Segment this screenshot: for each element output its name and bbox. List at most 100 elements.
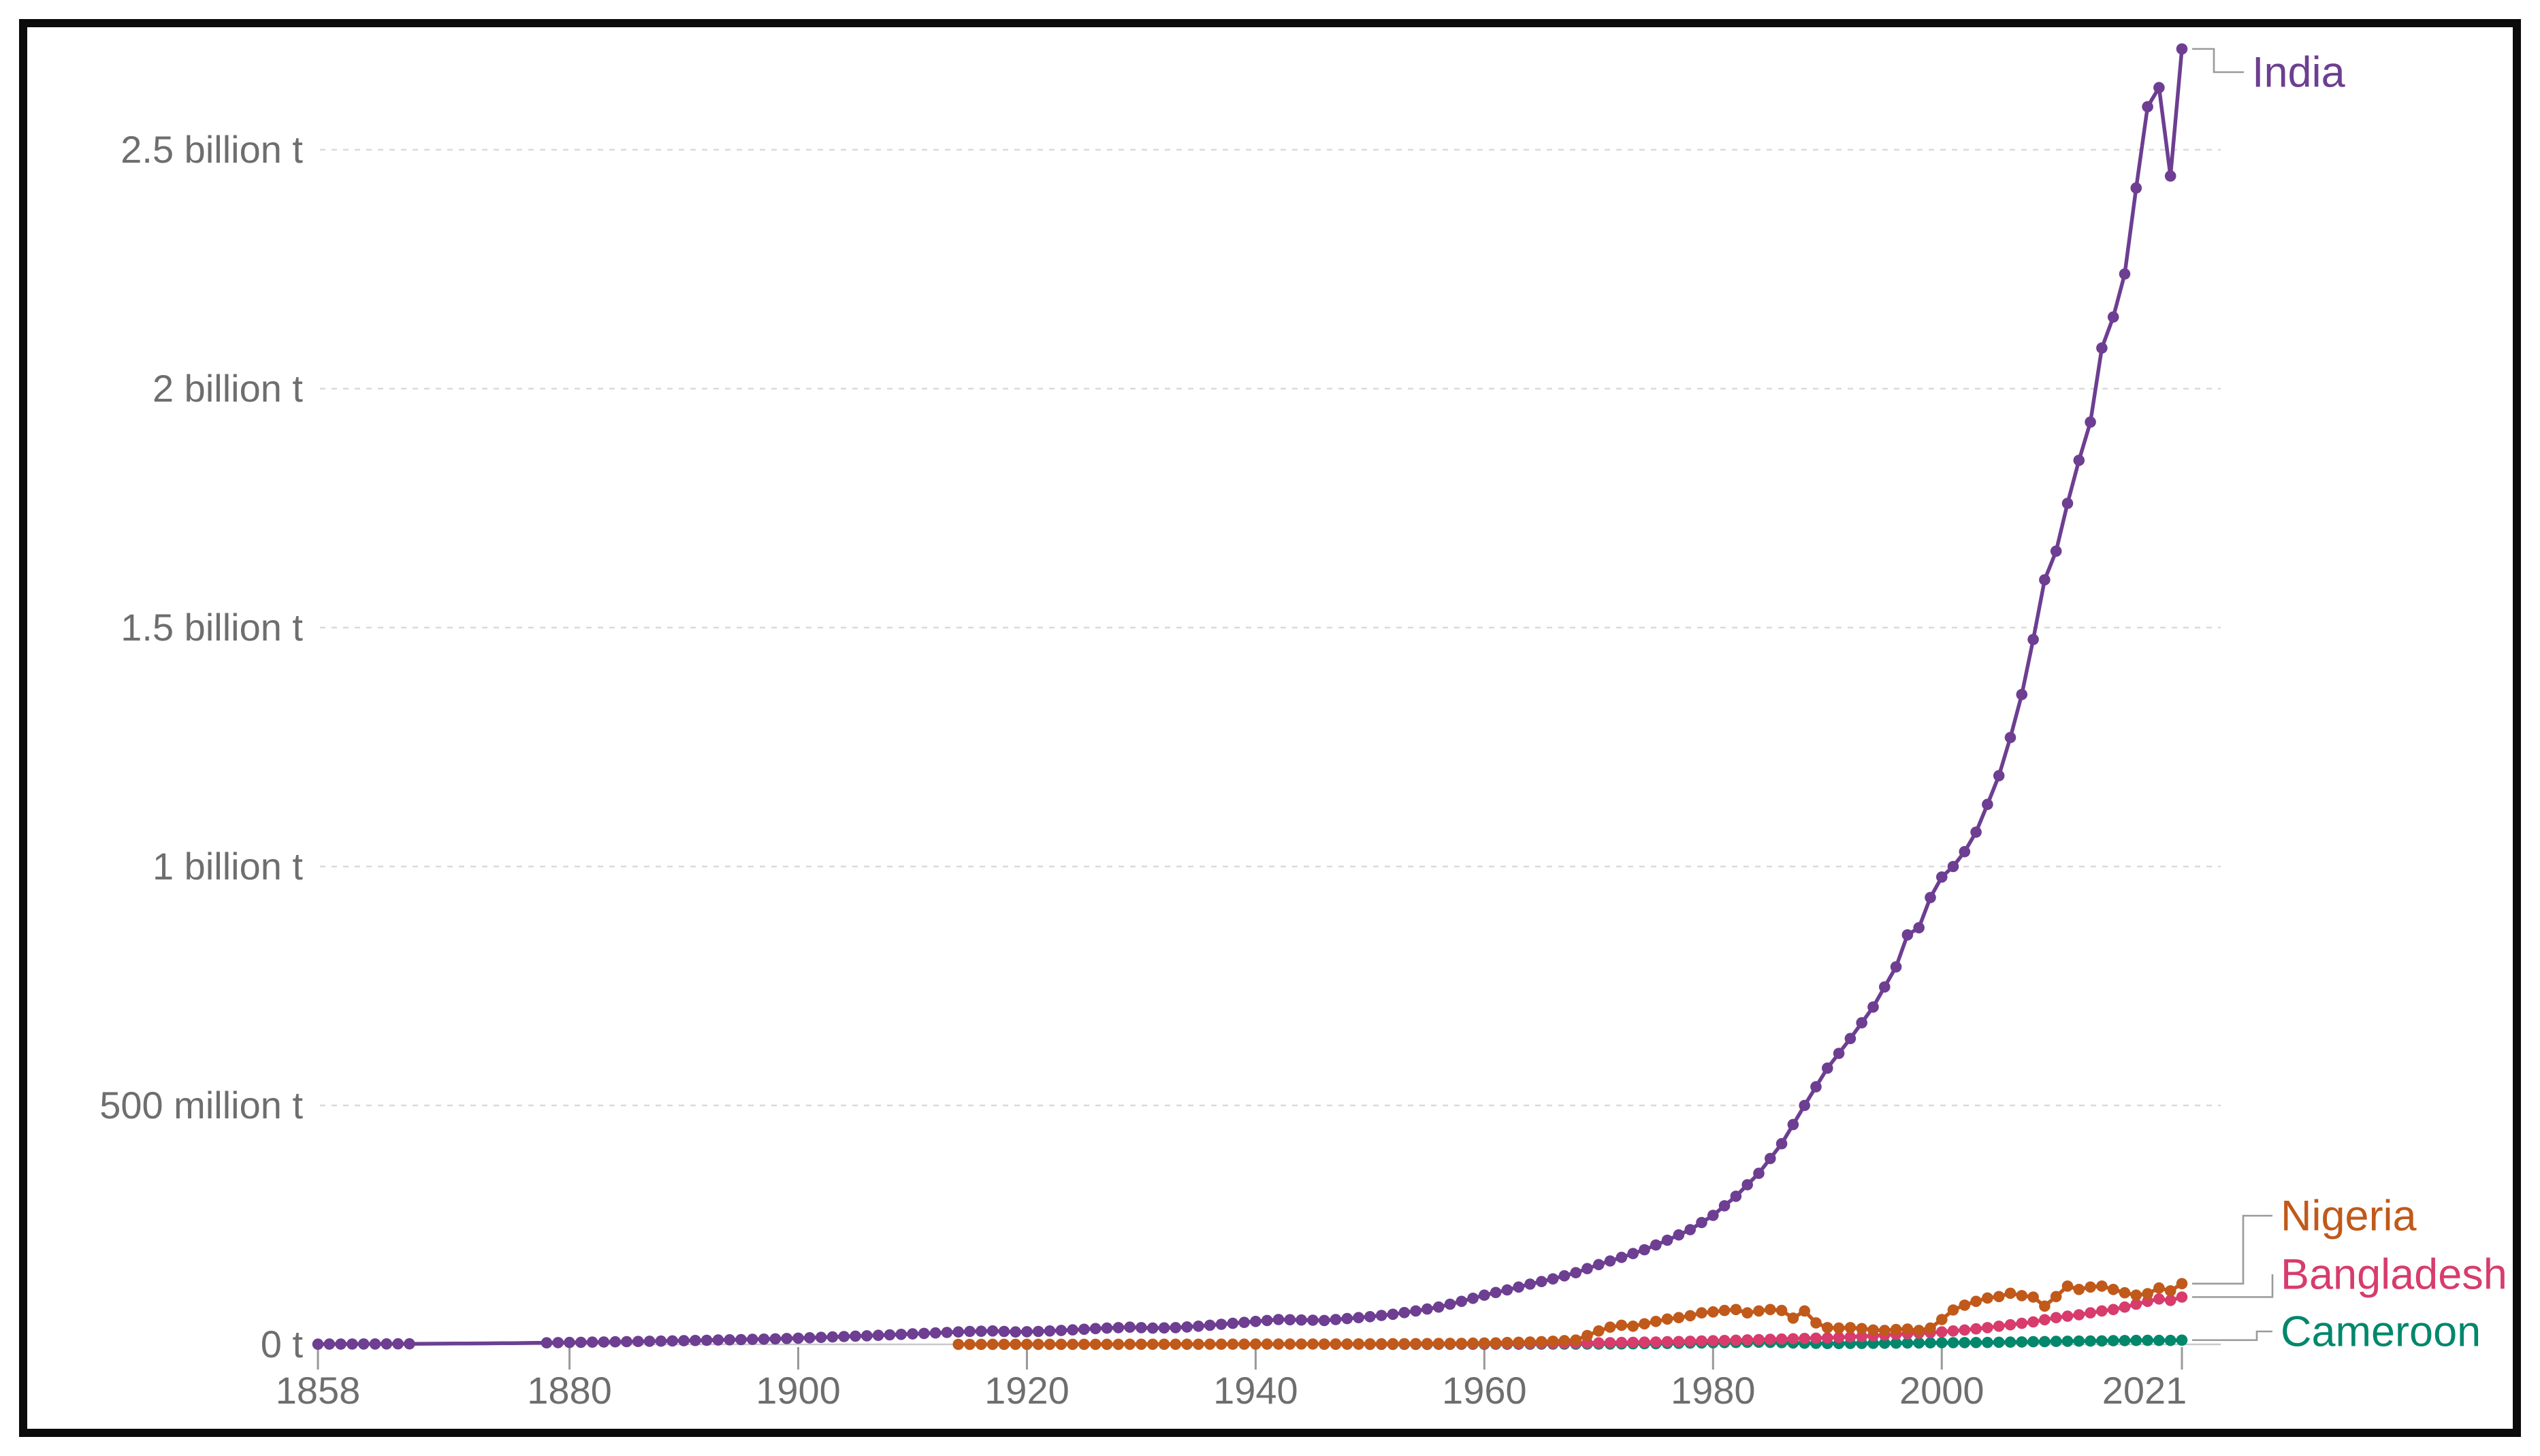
data-point: [1810, 1081, 1822, 1093]
data-point: [2016, 1290, 2028, 1301]
data-point: [1684, 1224, 1696, 1235]
data-point: [1661, 1336, 1673, 1348]
data-point: [1204, 1319, 1216, 1331]
y-gridlines: [320, 148, 2221, 1346]
data-point: [2027, 634, 2039, 645]
data-point: [2142, 1334, 2153, 1346]
data-point: [1707, 1306, 1719, 1318]
x-tick-label: 2000: [1899, 1369, 1984, 1412]
data-point: [1456, 1295, 1468, 1308]
data-point: [2142, 101, 2153, 113]
data-point: [1193, 1338, 1204, 1350]
data-point: [1501, 1284, 1513, 1296]
label-connector-nigeria: [2192, 1214, 2272, 1285]
data-point: [2004, 1336, 2016, 1348]
data-point: [1227, 1317, 1239, 1329]
data-point: [2096, 342, 2108, 354]
data-point: [666, 1335, 678, 1347]
data-point: [1879, 1325, 1891, 1336]
data-point: [1970, 1295, 1982, 1308]
data-point: [2027, 1291, 2039, 1303]
data-point: [643, 1336, 656, 1347]
data-point: [690, 1335, 701, 1346]
data-point: [861, 1330, 873, 1342]
series-label-india[interactable]: India: [2252, 48, 2346, 96]
data-point: [575, 1336, 587, 1348]
data-point: [1822, 1332, 1833, 1344]
data-point: [1684, 1336, 1696, 1347]
data-point: [1146, 1322, 1159, 1334]
data-point: [2107, 1304, 2119, 1316]
data-point: [884, 1329, 896, 1341]
data-point: [1010, 1338, 1021, 1350]
data-point: [1650, 1239, 1662, 1251]
data-point: [2073, 1309, 2085, 1321]
data-point: [769, 1333, 782, 1345]
data-point: [1982, 798, 1993, 810]
series-label-cameroon[interactable]: Cameroon: [2281, 1308, 2481, 1355]
x-tick-label: 1880: [527, 1369, 612, 1412]
data-point: [1593, 1325, 1605, 1337]
data-point: [2073, 455, 2085, 466]
data-point: [1330, 1338, 1342, 1350]
data-point: [2119, 1335, 2131, 1346]
data-point: [2176, 1291, 2188, 1303]
data-point: [1936, 871, 1948, 883]
label-connector-bangladesh: [2192, 1274, 2274, 1298]
y-tick-label: 500 million t: [99, 1084, 303, 1127]
data-point: [998, 1338, 1010, 1350]
data-point: [347, 1338, 358, 1350]
data-point: [1193, 1321, 1204, 1332]
data-point: [1467, 1293, 1479, 1304]
data-point: [986, 1338, 999, 1350]
data-point: [564, 1336, 575, 1348]
data-point: [1570, 1267, 1581, 1278]
data-point: [1124, 1338, 1136, 1350]
data-point: [1959, 1324, 1971, 1336]
data-point: [1627, 1248, 1639, 1259]
data-point: [1410, 1338, 1421, 1350]
data-point: [1067, 1324, 1078, 1336]
data-point: [1250, 1316, 1261, 1327]
data-point: [2061, 1336, 2074, 1347]
data-point: [2164, 170, 2176, 182]
y-tick-label: 1 billion t: [152, 845, 303, 888]
series-markers-india: [312, 43, 2188, 1350]
data-point: [1170, 1338, 1182, 1350]
series-markers-nigeria: [952, 1278, 2188, 1350]
data-point: [1089, 1338, 1102, 1350]
series-label-bangladesh[interactable]: Bangladesh: [2281, 1250, 2507, 1298]
data-point: [1753, 1333, 1765, 1346]
data-point: [792, 1332, 804, 1344]
data-point: [1627, 1321, 1639, 1332]
y-tick-label: 0 t: [261, 1323, 304, 1365]
data-point: [1387, 1308, 1399, 1321]
data-point: [1136, 1322, 1147, 1333]
data-point: [1604, 1321, 1616, 1333]
data-point: [2085, 416, 2096, 428]
data-point: [1490, 1287, 1502, 1299]
data-point: [1387, 1338, 1399, 1350]
data-point: [1833, 1048, 1845, 1059]
data-point: [1513, 1336, 1524, 1348]
data-point: [1913, 1337, 1925, 1349]
data-point: [1615, 1336, 1628, 1348]
y-axis-labels: 0 t 500 million t 1 billion t 1.5 billion t…: [99, 128, 303, 1365]
data-point: [1993, 770, 2005, 781]
data-point: [2027, 1336, 2039, 1348]
data-point: [2176, 1278, 2188, 1290]
data-point: [1078, 1323, 1090, 1336]
label-connector-cameroon: [2192, 1330, 2272, 1342]
data-point: [1181, 1321, 1193, 1333]
data-point: [2061, 498, 2074, 509]
data-point: [2085, 1335, 2096, 1347]
data-point: [1696, 1335, 1707, 1347]
data-point: [1765, 1152, 1776, 1165]
data-point: [895, 1329, 907, 1340]
data-point: [1398, 1338, 1411, 1350]
data-point: [1925, 1322, 1936, 1334]
data-point: [1136, 1338, 1147, 1350]
series-label-nigeria[interactable]: Nigeria: [2281, 1192, 2417, 1240]
data-point: [1112, 1338, 1125, 1350]
data-point: [1867, 1001, 1879, 1013]
